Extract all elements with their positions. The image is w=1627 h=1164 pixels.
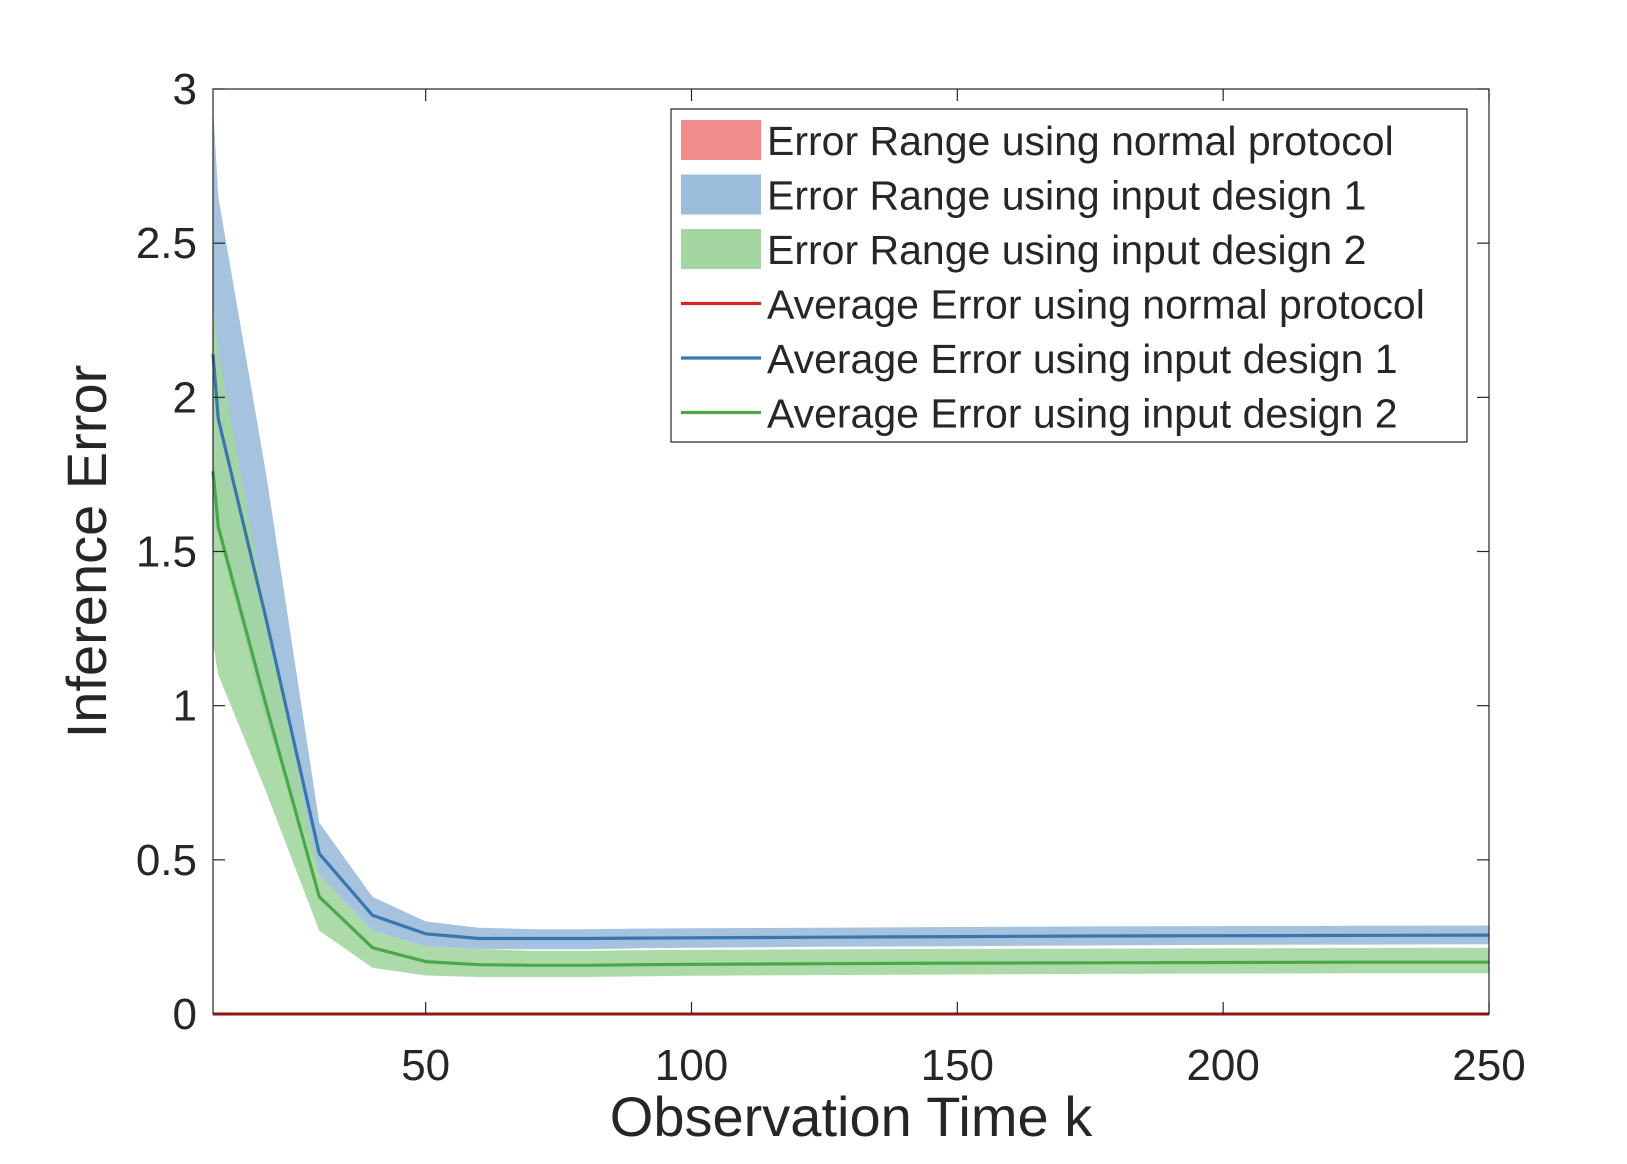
y-tick-label: 1 (173, 682, 197, 731)
x-tick-label: 50 (401, 1041, 450, 1090)
y-tick-labels: 0 0.5 1 1.5 2 2.5 3 (136, 65, 197, 1039)
legend-entry-label: Error Range using normal protocol (767, 118, 1394, 164)
y-axis-label: Inference Error (55, 365, 118, 739)
x-axis-label: Observation Time k (610, 1085, 1093, 1148)
average-error-line-2 (211, 354, 1490, 941)
x-tick-label: 200 (1186, 1041, 1259, 1090)
legend-entry-label: Average Error using normal protocol (767, 282, 1425, 328)
legend-box (670, 108, 1468, 443)
legend-entry-label: Error Range using input design 2 (767, 227, 1366, 273)
y-tick-label: 2 (173, 373, 197, 422)
legend-swatch-band (681, 174, 761, 215)
y-tick-label: 0 (173, 990, 197, 1039)
legend: Error Range using normal protocol Error R… (670, 108, 1468, 443)
x-tick-label: 150 (921, 1041, 994, 1090)
y-tick-label: 2.5 (136, 219, 197, 268)
y-tick-label: 3 (173, 65, 197, 114)
legend-swatch-band (681, 120, 761, 160)
legend-entry-label: Average Error using input design 2 (767, 391, 1398, 437)
axis-ticks (213, 88, 1490, 1015)
y-tick-label: 1.5 (136, 528, 197, 577)
legend-entry-label: Average Error using input design 1 (767, 336, 1398, 382)
x-tick-label: 100 (655, 1041, 728, 1090)
legend-swatch-band (681, 229, 761, 269)
error-range-band-3 (213, 304, 1489, 977)
x-tick-label: 250 (1452, 1041, 1525, 1090)
error-range-band-2 (213, 104, 1489, 950)
y-tick-label: 0.5 (136, 836, 197, 885)
legend-entry-label: Error Range using input design 1 (767, 173, 1366, 219)
average-error-line-3 (211, 471, 1489, 967)
x-tick-labels: 50 100 150 200 250 (401, 1041, 1526, 1090)
